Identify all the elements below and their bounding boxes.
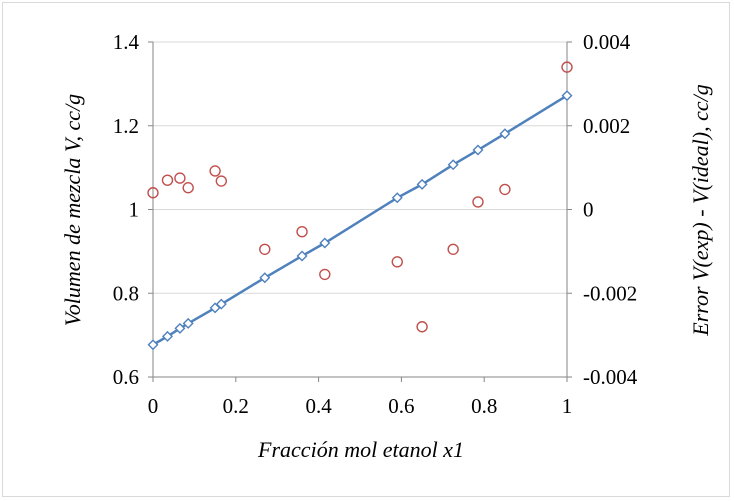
- error-point: [319, 268, 331, 281]
- x-tick-label: 0.2: [223, 394, 249, 418]
- error-point: [472, 196, 484, 208]
- volume-point: [472, 144, 484, 156]
- error-point: [416, 321, 428, 333]
- x-tick-label: 0.4: [305, 394, 332, 418]
- volume-point: [416, 178, 428, 190]
- right-y-tick-labels: -0.004 -0.002 0 0.002 0.004: [583, 30, 638, 389]
- volume-point: [215, 298, 227, 310]
- right-y-axis-title: Error V(exp) - V(ideal), cc/g: [688, 84, 713, 336]
- volume-point: [499, 128, 511, 140]
- x-tick-label: 0.8: [471, 394, 497, 418]
- left-y-axis-title: Volumen de mezcla V, cc/g: [60, 94, 85, 326]
- error-point: [209, 165, 221, 177]
- gridlines: [153, 41, 567, 294]
- left-y-tick-label: 0.6: [113, 365, 139, 389]
- error-point: [296, 225, 308, 238]
- left-y-tick-label: 1: [129, 198, 140, 222]
- x-tick-label: 0: [148, 394, 159, 418]
- error-point: [147, 187, 159, 199]
- error-point: [259, 243, 271, 255]
- series: [147, 61, 573, 351]
- volume-point: [182, 317, 194, 329]
- x-tick-label: 0.6: [388, 394, 414, 418]
- volume-point: [259, 272, 271, 284]
- error-point: [182, 182, 194, 194]
- x-tick-label: 1: [562, 394, 573, 418]
- right-y-tick-label: -0.002: [583, 281, 637, 305]
- volume-point: [162, 330, 173, 342]
- chart-frame: [2, 2, 730, 497]
- volume-point: [296, 250, 308, 262]
- right-y-tick-label: -0.004: [583, 365, 638, 389]
- error-point: [561, 61, 573, 73]
- volume-point: [447, 159, 459, 171]
- left-y-tick-label: 0.8: [113, 281, 139, 305]
- error-point: [447, 243, 459, 255]
- volume-point: [319, 237, 331, 249]
- error-point: [215, 175, 228, 187]
- right-y-tick-label: 0.004: [583, 30, 631, 54]
- right-y-tick-label: 0: [583, 198, 594, 222]
- left-y-tick-label: 1.4: [113, 30, 140, 54]
- volume-point: [561, 90, 573, 102]
- volume-point: [391, 192, 403, 204]
- right-y-tick-label: 0.002: [583, 114, 630, 138]
- error-point: [499, 183, 511, 196]
- error-point: [174, 172, 186, 184]
- left-y-tick-label: 1.2: [113, 114, 139, 138]
- left-y-tick-labels: 0.6 0.8 1 1.2 1.4: [113, 30, 140, 389]
- error-point: [391, 256, 403, 268]
- x-tick-labels: 0 0.2 0.4 0.6 0.8 1: [148, 394, 573, 418]
- error-point: [161, 174, 174, 186]
- volume-point: [174, 322, 186, 334]
- axes: [148, 41, 572, 382]
- x-axis-title: Fracción mol etanol x1: [257, 437, 464, 462]
- volume-point: [147, 339, 159, 351]
